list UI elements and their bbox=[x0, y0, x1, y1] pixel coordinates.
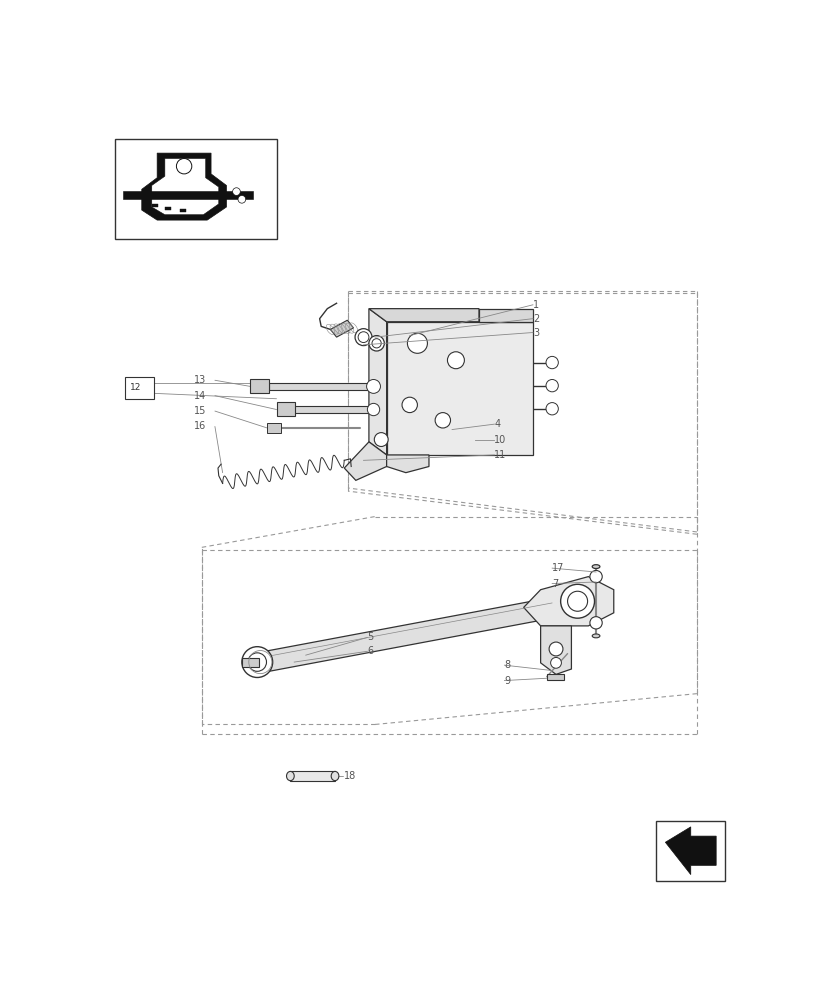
Bar bbox=[546, 674, 563, 680]
Circle shape bbox=[367, 403, 380, 416]
Circle shape bbox=[402, 397, 417, 413]
Text: 11: 11 bbox=[494, 450, 506, 460]
Text: 4: 4 bbox=[494, 419, 500, 429]
Polygon shape bbox=[523, 577, 613, 626]
Text: 13: 13 bbox=[194, 375, 206, 385]
Bar bbox=[151, 204, 158, 207]
Ellipse shape bbox=[331, 771, 338, 781]
Text: 6: 6 bbox=[367, 646, 373, 656]
Polygon shape bbox=[294, 406, 369, 413]
Circle shape bbox=[566, 591, 587, 611]
Ellipse shape bbox=[591, 565, 600, 569]
Circle shape bbox=[371, 339, 380, 348]
Text: 15: 15 bbox=[194, 406, 206, 416]
Bar bbox=[655, 821, 724, 881]
Text: 18: 18 bbox=[344, 771, 356, 781]
Bar bbox=[125, 377, 154, 399]
Circle shape bbox=[176, 158, 192, 174]
Text: 2: 2 bbox=[533, 314, 538, 324]
Bar bbox=[250, 379, 269, 393]
Text: 10: 10 bbox=[494, 435, 506, 445]
Circle shape bbox=[407, 333, 427, 353]
Circle shape bbox=[241, 647, 272, 677]
Circle shape bbox=[545, 379, 557, 392]
Text: 12: 12 bbox=[130, 383, 141, 392]
Polygon shape bbox=[369, 309, 386, 455]
Bar bbox=[290, 771, 335, 781]
Circle shape bbox=[545, 356, 557, 369]
Bar bbox=[115, 139, 276, 239]
Bar bbox=[122, 191, 253, 199]
Text: 7: 7 bbox=[552, 579, 557, 589]
Polygon shape bbox=[344, 442, 386, 480]
Polygon shape bbox=[151, 158, 218, 215]
Ellipse shape bbox=[591, 634, 600, 638]
Circle shape bbox=[548, 642, 562, 656]
Bar bbox=[241, 658, 259, 667]
Text: 1: 1 bbox=[533, 300, 538, 310]
Polygon shape bbox=[369, 309, 479, 322]
Ellipse shape bbox=[286, 771, 294, 781]
Polygon shape bbox=[265, 597, 552, 672]
Text: 9: 9 bbox=[504, 676, 510, 686]
Polygon shape bbox=[141, 153, 227, 220]
Circle shape bbox=[232, 188, 240, 195]
Polygon shape bbox=[330, 320, 353, 337]
Bar bbox=[180, 209, 186, 212]
Text: 17: 17 bbox=[552, 563, 564, 573]
Circle shape bbox=[374, 433, 388, 446]
Circle shape bbox=[355, 329, 371, 346]
Polygon shape bbox=[386, 322, 533, 455]
Polygon shape bbox=[540, 626, 571, 674]
Text: 14: 14 bbox=[194, 391, 206, 401]
Circle shape bbox=[435, 413, 450, 428]
Circle shape bbox=[369, 336, 384, 351]
Circle shape bbox=[358, 332, 369, 343]
Bar bbox=[267, 423, 281, 433]
Bar bbox=[276, 402, 294, 416]
Circle shape bbox=[560, 584, 594, 618]
Text: 5: 5 bbox=[367, 632, 373, 642]
Circle shape bbox=[545, 403, 557, 415]
Polygon shape bbox=[665, 827, 715, 875]
Circle shape bbox=[447, 352, 464, 369]
Circle shape bbox=[248, 653, 266, 671]
Polygon shape bbox=[479, 309, 533, 322]
Circle shape bbox=[589, 570, 601, 583]
Circle shape bbox=[237, 195, 246, 203]
Text: 16: 16 bbox=[194, 421, 206, 431]
Bar bbox=[165, 207, 171, 210]
Polygon shape bbox=[269, 383, 369, 389]
Circle shape bbox=[589, 617, 601, 629]
Text: 8: 8 bbox=[504, 660, 510, 670]
Circle shape bbox=[550, 657, 561, 668]
Text: 3: 3 bbox=[533, 328, 538, 338]
Polygon shape bbox=[386, 455, 428, 473]
Circle shape bbox=[366, 379, 380, 393]
